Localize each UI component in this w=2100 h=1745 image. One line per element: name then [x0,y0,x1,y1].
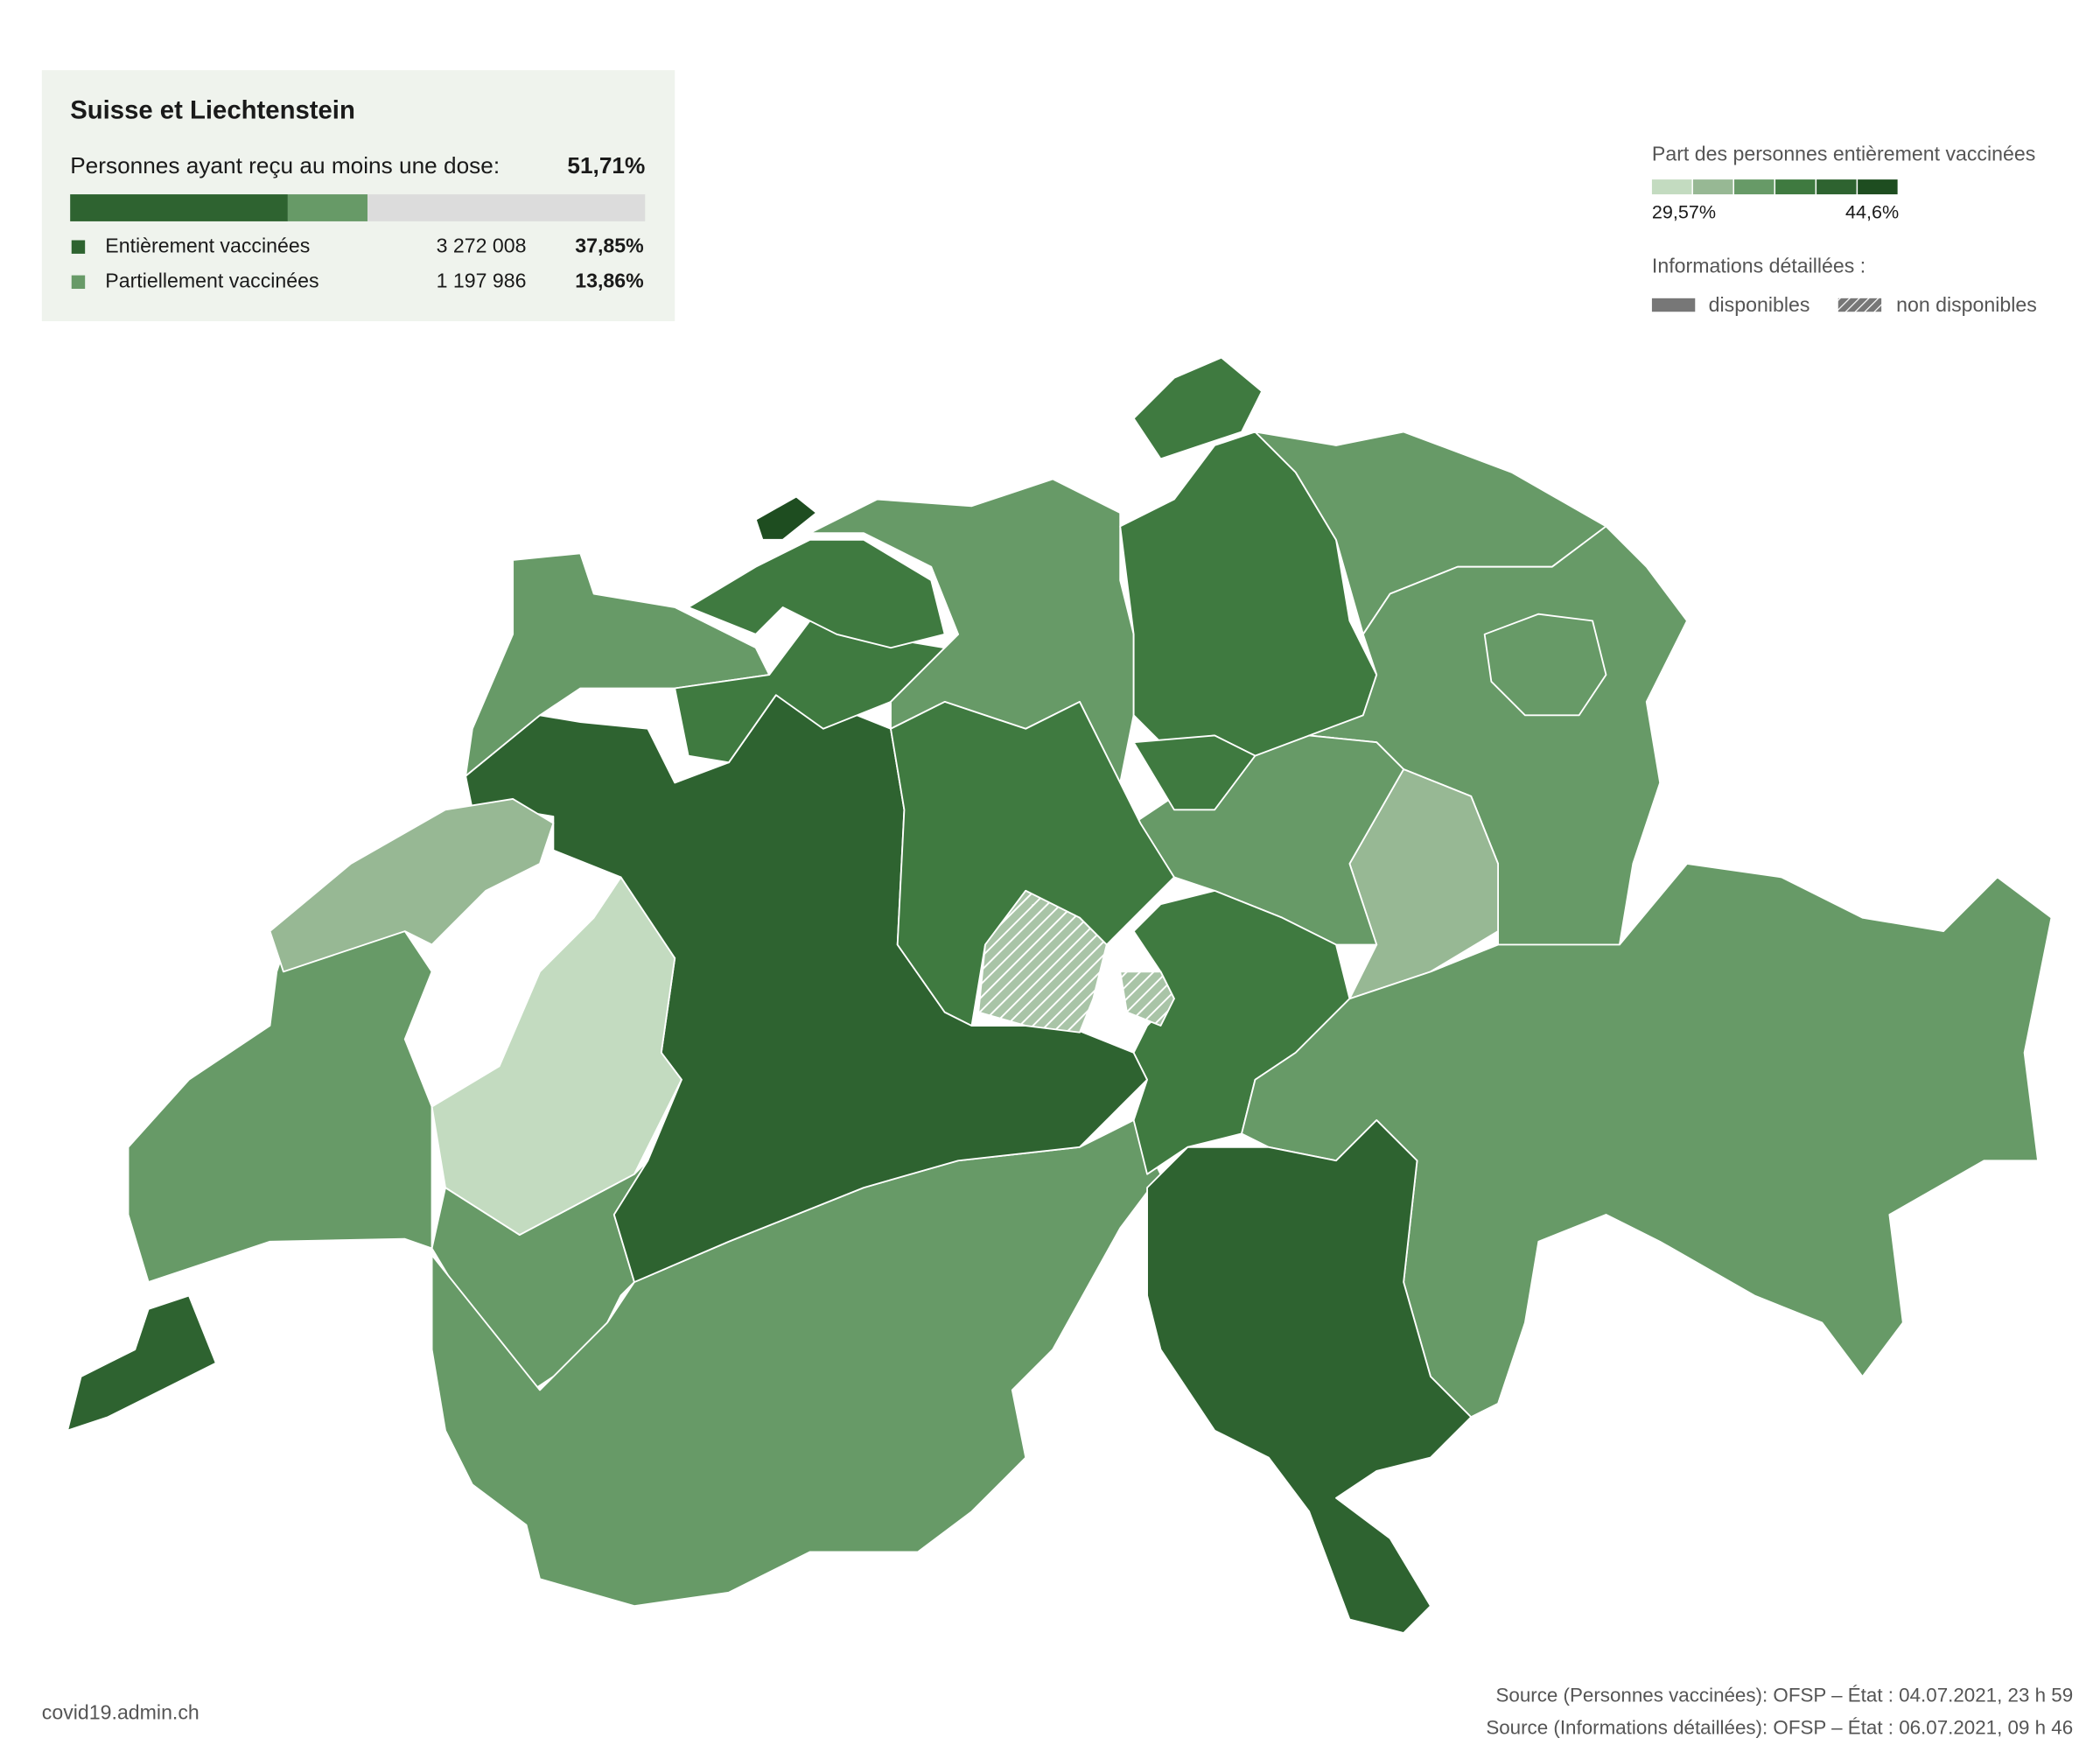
legend-step [1775,179,1816,195]
row-share: 37,85% [575,234,643,256]
source-line: Source (Personnes vaccinées): OFSP – Éta… [1496,1684,2074,1706]
row-count: 1 197 986 [437,269,527,291]
canton-jura [465,552,771,777]
canton-appenzell [1483,613,1607,717]
canton-neuchatel [269,798,555,973]
canton-glarus [1348,768,1500,1000]
canton-map [66,356,2053,1634]
canton-schaffhausen [1132,356,1264,460]
legend-step [1651,179,1692,195]
details-title: Informations détaillées : [1652,254,1866,277]
canton-geneva [66,1294,217,1432]
unavailable-swatch [1838,298,1882,312]
dose-label: Personnes ayant reçu au moins une dose: [70,152,500,179]
canton-zug [1132,734,1256,811]
canton-fribourg [430,876,682,1236]
canton-obwalden [977,889,1108,1034]
legend-step [1692,179,1733,195]
legend-swatch [71,275,86,290]
legend-step [1816,179,1857,195]
legend-scale [1651,179,1898,195]
canton-nidwalden [1119,971,1175,1027]
canton-basel-land [687,538,946,649]
bar-segment [287,194,368,221]
summary-title: Suisse et Liechtenstein [70,96,355,125]
row-count: 3 272 008 [437,234,527,256]
row-label: Partiellement vaccinées [105,269,318,291]
legend-max: 44,6% [1845,200,1899,222]
details-unavailable: non disponibles [1896,293,2037,316]
site-url: covid19.admin.ch [42,1701,200,1724]
dose-bar [70,194,368,221]
summary-rows: Entièrement vaccinées 3 272 008 37,85% Part… [71,234,644,291]
legend-step [1734,179,1774,195]
legend-min: 29,57% [1652,200,1716,222]
details-available: disponibles [1709,293,1810,316]
row-label: Entièrement vaccinées [105,234,310,256]
canton-basel-stadt [754,495,818,541]
row-share: 13,86% [575,269,643,291]
available-swatch [1651,298,1696,312]
legend-step [1858,179,1898,195]
canton-ticino [1146,1119,1473,1634]
source-line: Source (Informations détaillées): OFSP –… [1486,1716,2073,1738]
legend-title: Part des personnes entièrement vaccinées [1652,142,2035,165]
dose-total: 51,71% [567,152,645,179]
bar-segment [70,194,288,221]
legend-swatch [71,240,86,254]
